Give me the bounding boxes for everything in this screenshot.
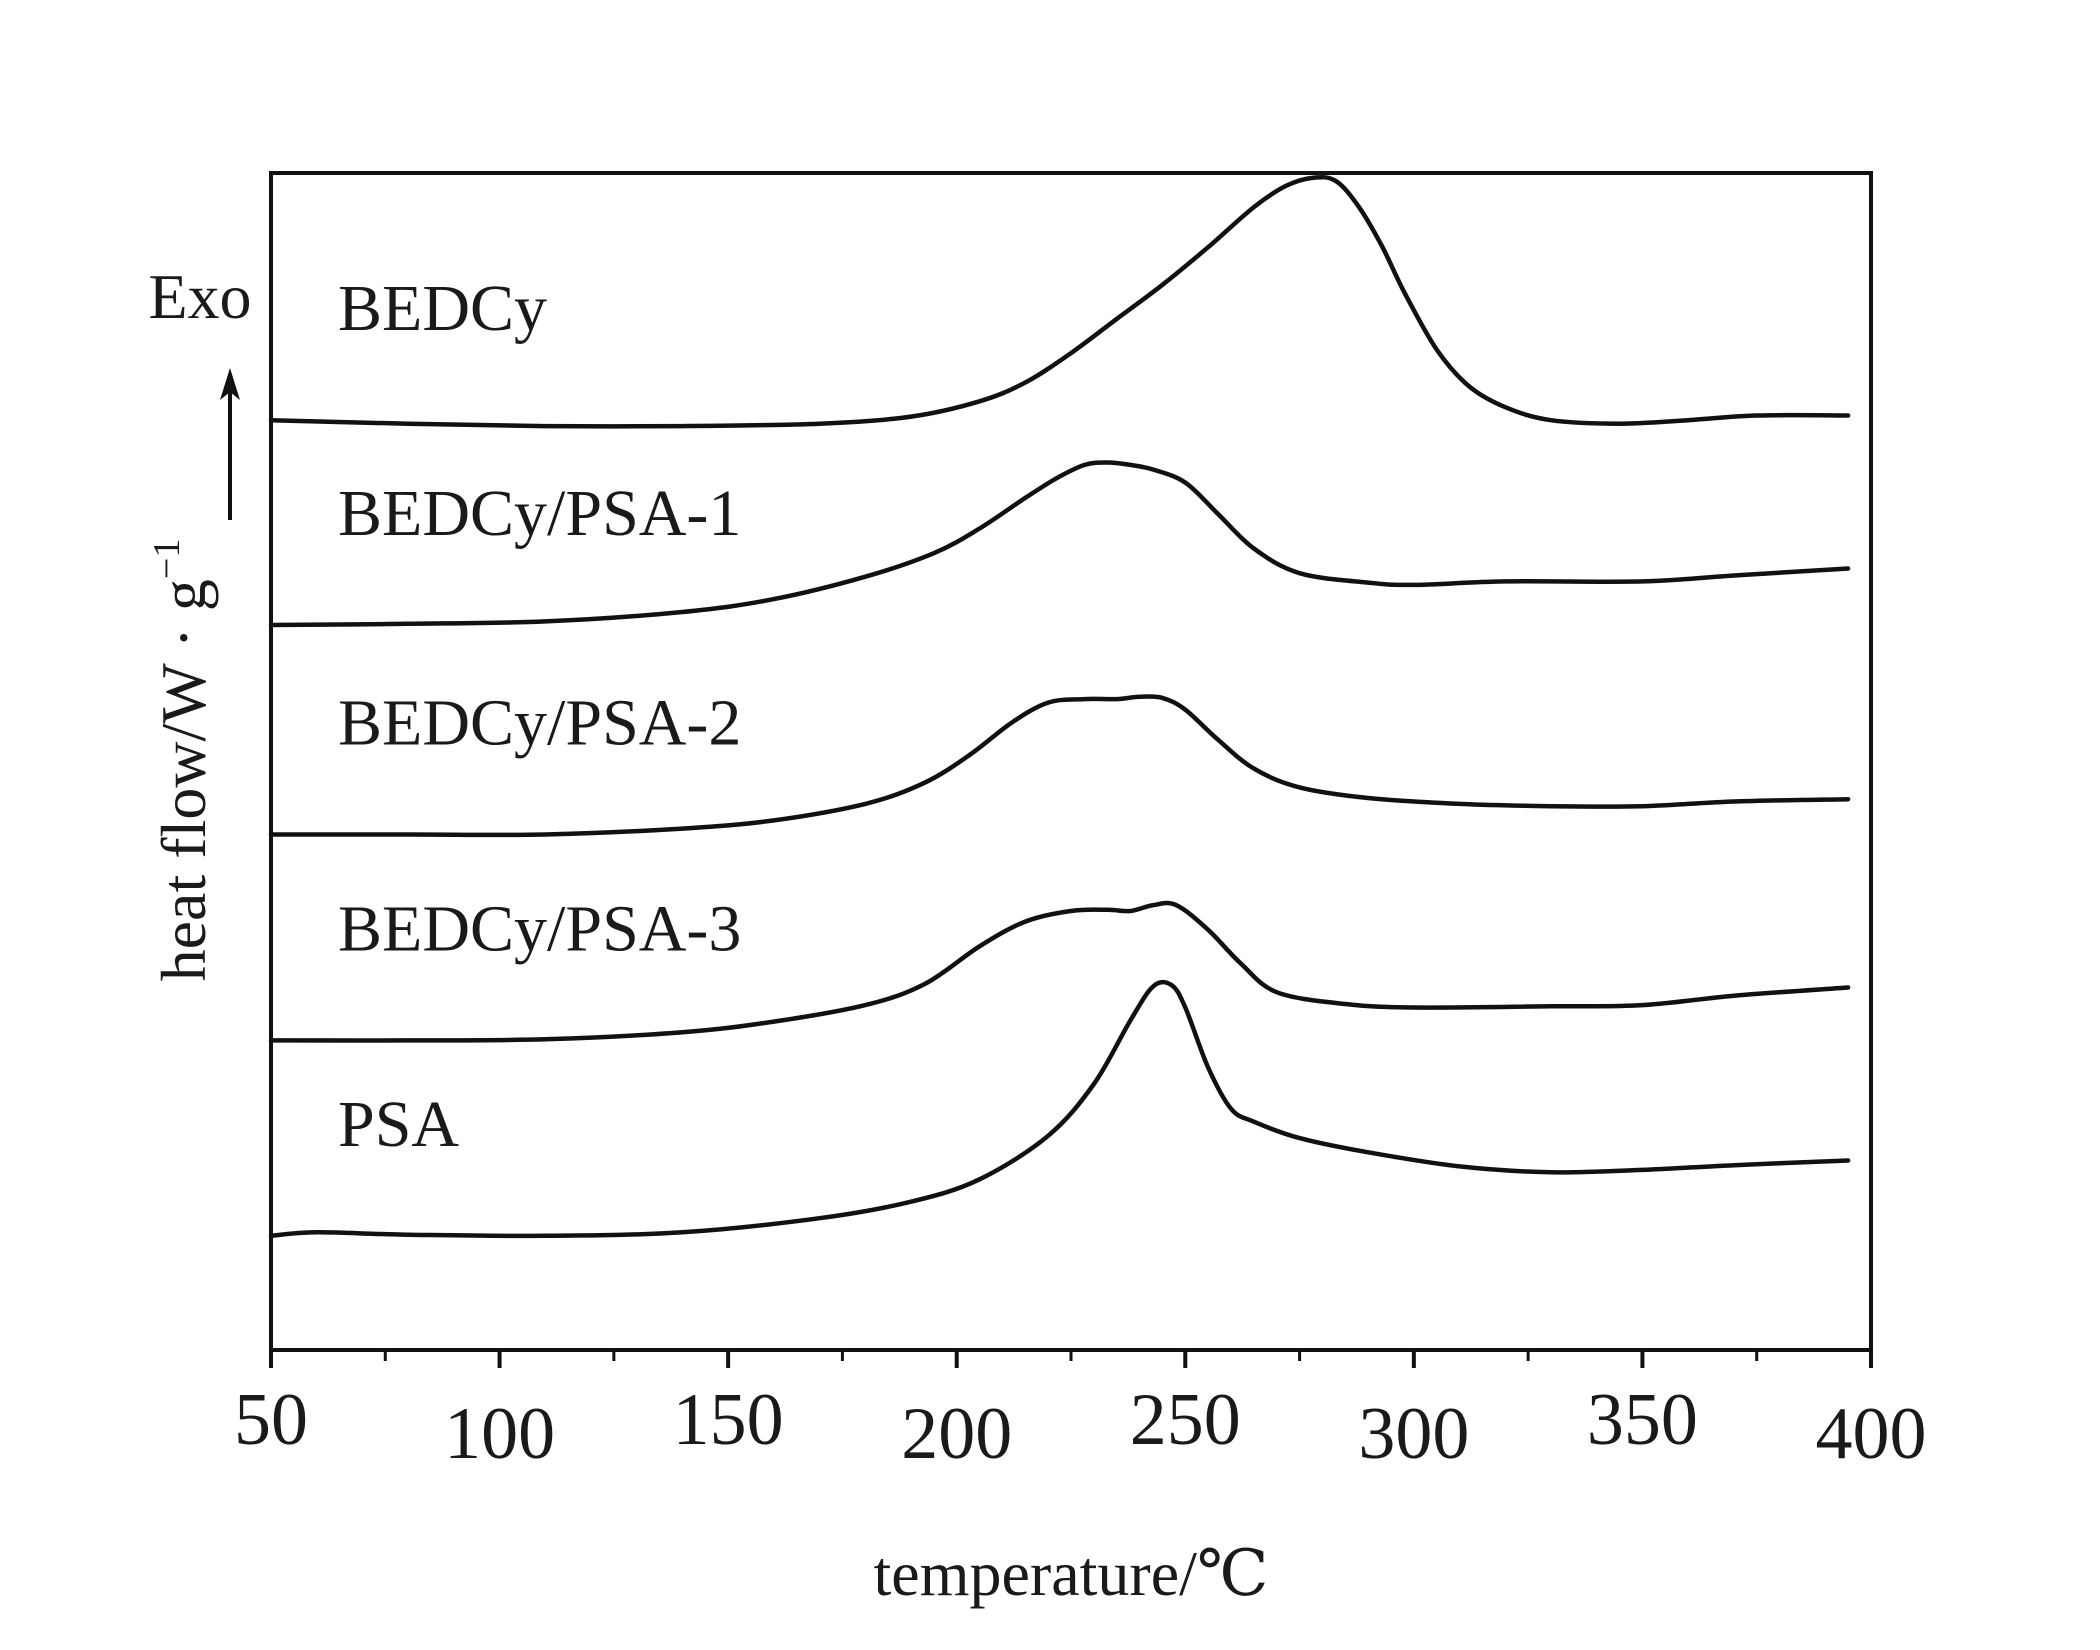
series-line-bedcy-psa-2 (268, 694, 1851, 838)
series-label: PSA (338, 1088, 459, 1161)
x-axis-title: temperature/℃ (874, 1538, 1269, 1609)
x-tick-label: 350 (1587, 1379, 1698, 1461)
x-tick-label: 250 (1130, 1379, 1241, 1461)
x-tick-label: 100 (444, 1393, 555, 1475)
plot-frame (269, 171, 1873, 1352)
series-label: BEDCy/PSA-1 (338, 477, 741, 550)
y-axis-title: heat flow/W · g−1 (146, 539, 219, 982)
exo-label: Exo (148, 261, 251, 332)
series-labels: BEDCy BEDCy/PSA-1 BEDCy/PSA-2 BEDCy/PSA-3 PS… (338, 272, 741, 1161)
series-label: BEDCy (338, 272, 547, 345)
y-axis-title-text: heat flow/W · g (148, 579, 219, 981)
x-tick-label: 300 (1358, 1393, 1469, 1475)
series-label: BEDCy/PSA-2 (338, 687, 741, 760)
x-ticks (269, 1350, 1873, 1368)
y-axis-title-superscript: −1 (146, 539, 188, 579)
x-tick-label: 50 (234, 1379, 308, 1461)
series-line-psa (268, 979, 1851, 1239)
x-tick-label: 400 (1816, 1393, 1927, 1475)
series-line-bedcy-psa-3 (268, 900, 1851, 1043)
series-label: BEDCy/PSA-3 (338, 892, 741, 965)
x-tick-label: 200 (901, 1393, 1012, 1475)
exo-arrow-icon (220, 368, 240, 520)
series-line-bedcy-psa-1 (268, 460, 1851, 628)
x-tick-labels: 50 100 150 200 250 300 350 400 (234, 1379, 1927, 1475)
x-tick-label: 150 (673, 1379, 784, 1461)
series-line-bedcy (268, 174, 1851, 429)
series-curves (268, 174, 1851, 1239)
svg-text:heat flow/W · g−1: heat flow/W · g−1 (146, 539, 219, 982)
